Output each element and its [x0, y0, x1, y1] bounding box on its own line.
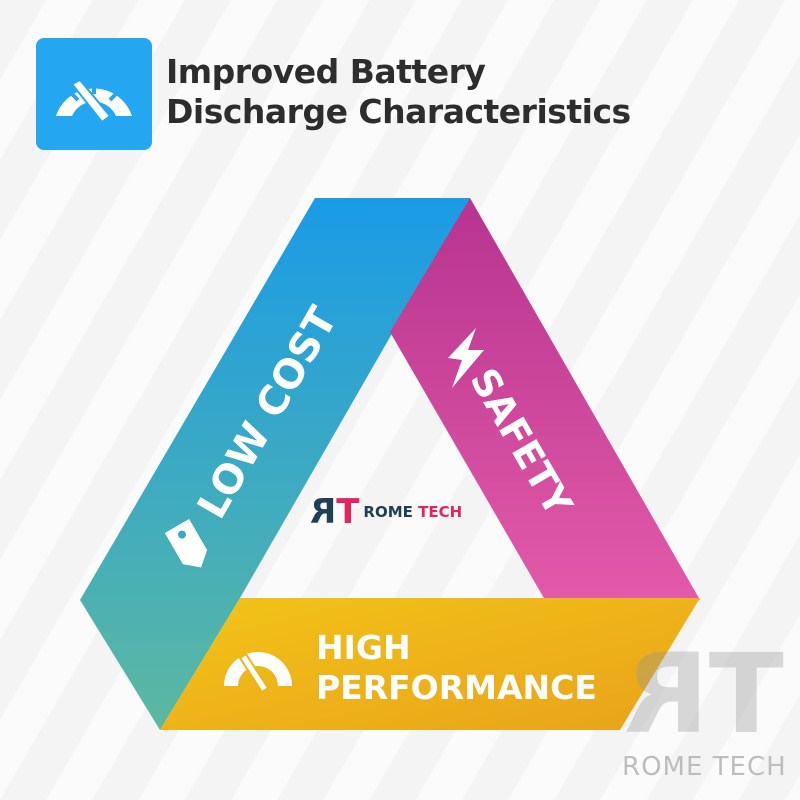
logo-mark: RT — [314, 492, 359, 532]
title-line-2: Discharge Characteristics — [166, 92, 631, 131]
lightning-bolt-icon — [448, 328, 484, 388]
watermark-mark: RT — [638, 630, 784, 758]
logo-word: ROME TECH — [363, 503, 462, 521]
safety-band — [390, 198, 700, 600]
watermark-text: ROME TECH — [622, 752, 787, 782]
high-performance-label: HIGH PERFORMANCE — [316, 628, 597, 708]
high-line: HIGH — [316, 628, 411, 667]
high-performance-band — [160, 598, 700, 730]
logo-word-rome: ROME — [363, 503, 413, 521]
performance-line: PERFORMANCE — [316, 668, 597, 707]
logo-word-tech: TECH — [418, 503, 463, 521]
rome-tech-logo: RT ROME TECH — [314, 492, 462, 532]
price-tag-icon — [164, 518, 208, 568]
speedometer-icon — [224, 652, 292, 694]
low-cost-band — [80, 198, 470, 730]
page-title: Improved Battery Discharge Characteristi… — [166, 52, 631, 132]
title-line-1: Improved Battery — [166, 52, 486, 91]
header-speedometer-icon — [36, 38, 152, 150]
